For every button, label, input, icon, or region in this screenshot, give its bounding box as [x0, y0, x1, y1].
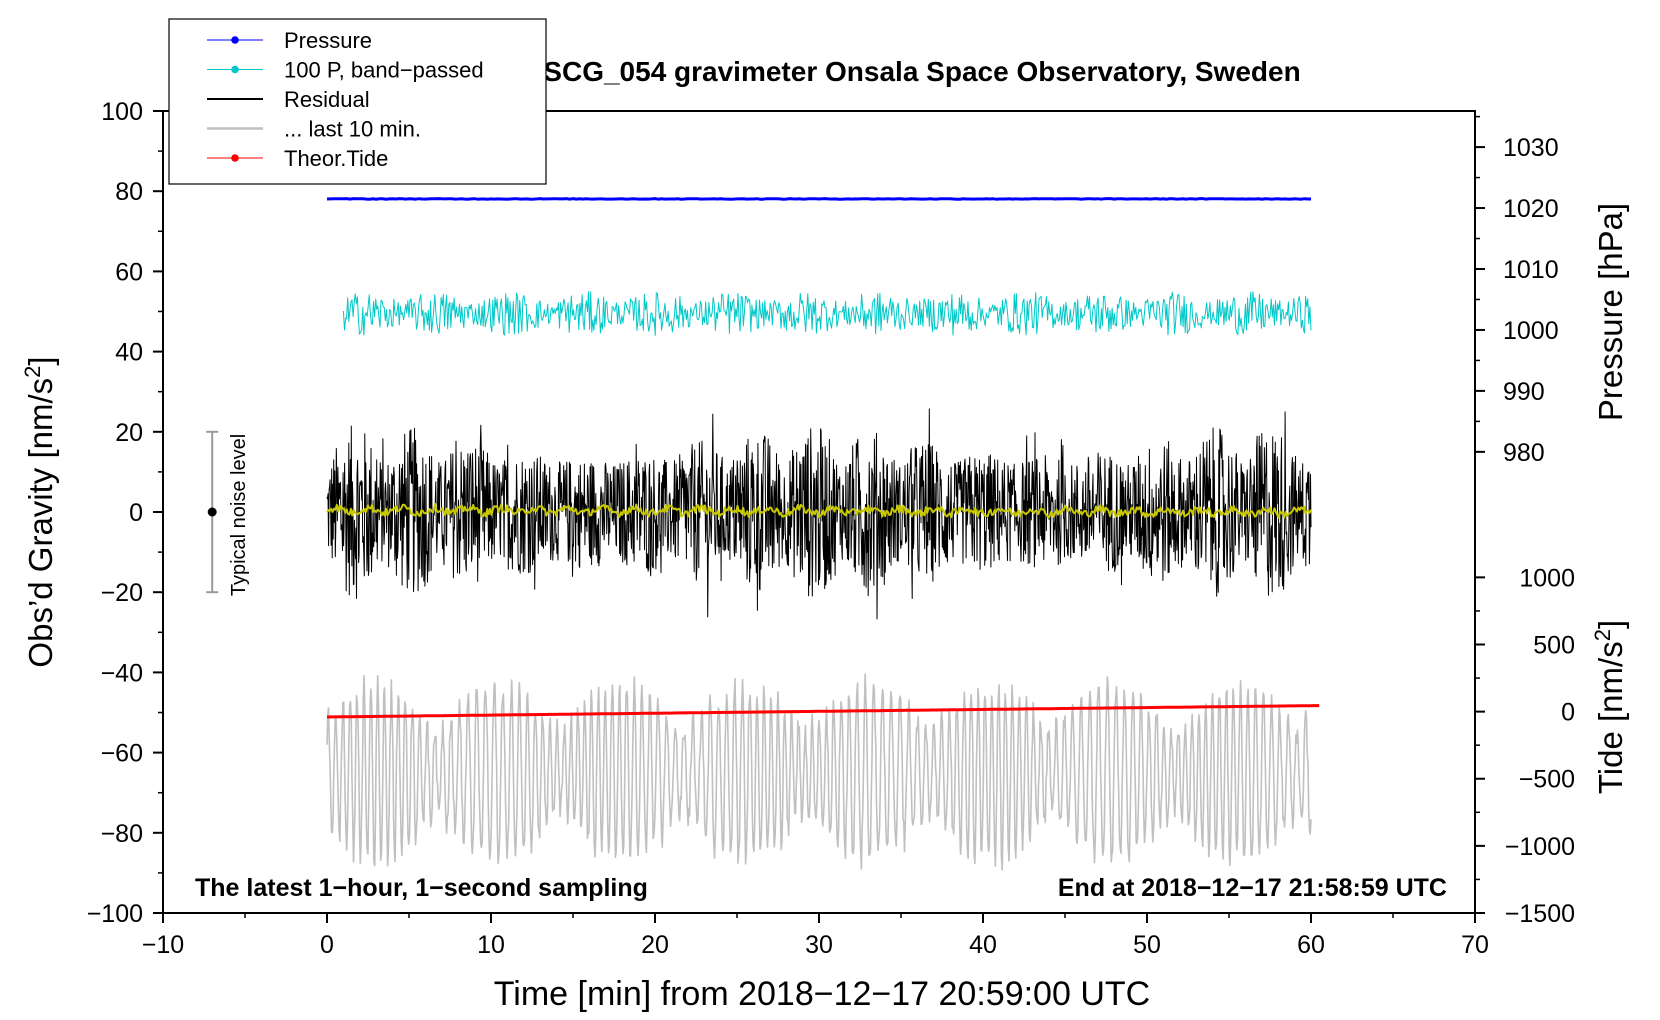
y-tick-label: −80: [101, 820, 143, 848]
y-axis-label-pressure: Pressure [hPa]: [1592, 203, 1629, 421]
y-tick-label: −100: [87, 900, 143, 928]
x-axis: −10 0 10 20 30 40 50 60 70: [142, 913, 1489, 959]
tide-tick-label: 0: [1561, 699, 1575, 727]
legend-label: Pressure: [284, 28, 372, 53]
legend-label: Theor.Tide: [284, 146, 388, 171]
y-axis-pressure: 980 990 1000 1010 1020 1030: [1475, 115, 1559, 467]
pressure-tick-label: 1030: [1503, 134, 1559, 162]
y-tick-label: 100: [101, 98, 143, 126]
series-last-10-min: [326, 673, 1312, 871]
y-axis-label-gravity: Obs’d Gravity [nm/s2]: [20, 356, 60, 667]
x-tick-label: 70: [1461, 931, 1489, 959]
legend-entry: ... last 10 min.: [207, 117, 421, 142]
y-axis-gravity: −100 −80 −60 −40 −20 0 20 40 60 80 100: [87, 98, 163, 928]
series-band-passed-pressure: [342, 291, 1312, 336]
pressure-tick-label: 1010: [1503, 256, 1559, 284]
legend-label: 100 P, band−passed: [284, 58, 484, 83]
series-pressure: [326, 197, 1311, 201]
legend-label: ... last 10 min.: [284, 117, 421, 142]
tide-tick-label: 500: [1533, 631, 1575, 659]
tide-tick-label: −500: [1519, 766, 1575, 794]
y-tick-label: 40: [115, 339, 143, 367]
pressure-tick-label: 1020: [1503, 195, 1559, 223]
legend-entry: Residual: [207, 87, 370, 112]
pressure-tick-label: 1000: [1503, 317, 1559, 345]
annotation-end-time: End at 2018−12−17 21:58:59 UTC: [1058, 874, 1447, 902]
legend: Pressure 100 P, band−passed Residual ... la…: [168, 18, 547, 185]
tide-tick-label: −1000: [1505, 833, 1575, 861]
chart-title: SCG_054 gravimeter Onsala Space Observat…: [543, 56, 1300, 87]
x-tick-label: 20: [641, 931, 669, 959]
legend-marker: [231, 65, 239, 74]
legend-entry: Theor.Tide: [207, 146, 388, 171]
x-tick-label: 10: [477, 931, 505, 959]
y-tick-label: 20: [115, 419, 143, 447]
pressure-tick-label: 980: [1503, 439, 1545, 467]
legend-entry: 100 P, band−passed: [207, 58, 484, 83]
legend-entry: Pressure: [207, 28, 372, 53]
x-tick-label: −10: [142, 931, 184, 959]
x-tick-label: 50: [1133, 931, 1161, 959]
legend-marker: [231, 36, 239, 44]
y-tick-label: −20: [101, 579, 143, 607]
noise-center-dot: [207, 507, 217, 517]
tide-tick-label: 1000: [1519, 564, 1575, 592]
annotation-sampling: The latest 1−hour, 1−second sampling: [195, 874, 648, 902]
series-layer: [326, 197, 1320, 871]
legend-marker: [231, 154, 239, 162]
noise-level-indicator: [206, 430, 219, 594]
x-axis-label: Time [min] from 2018−12−17 20:59:00 UTC: [494, 975, 1150, 1013]
x-tick-label: 30: [805, 931, 833, 959]
legend-label: Residual: [284, 87, 370, 112]
y-tick-label: 80: [115, 178, 143, 206]
y-tick-label: −40: [101, 659, 143, 687]
series-smoothed-residual: [326, 502, 1312, 519]
noise-level-label: Typical noise level: [228, 434, 250, 596]
x-tick-label: 40: [969, 931, 997, 959]
series-theoretical-tide: [326, 704, 1320, 719]
y-tick-label: 60: [115, 258, 143, 286]
x-tick-label: 0: [320, 931, 334, 959]
x-tick-label: 60: [1297, 931, 1325, 959]
y-axis-tide: −1500 −1000 −500 0 500 1000: [1475, 564, 1575, 928]
tide-tick-label: −1500: [1505, 900, 1575, 928]
y-tick-label: 0: [129, 499, 143, 527]
y-tick-label: −60: [101, 740, 143, 768]
y-axis-label-tide: Tide [nm/s2]: [1590, 620, 1630, 794]
pressure-tick-label: 990: [1503, 378, 1545, 406]
